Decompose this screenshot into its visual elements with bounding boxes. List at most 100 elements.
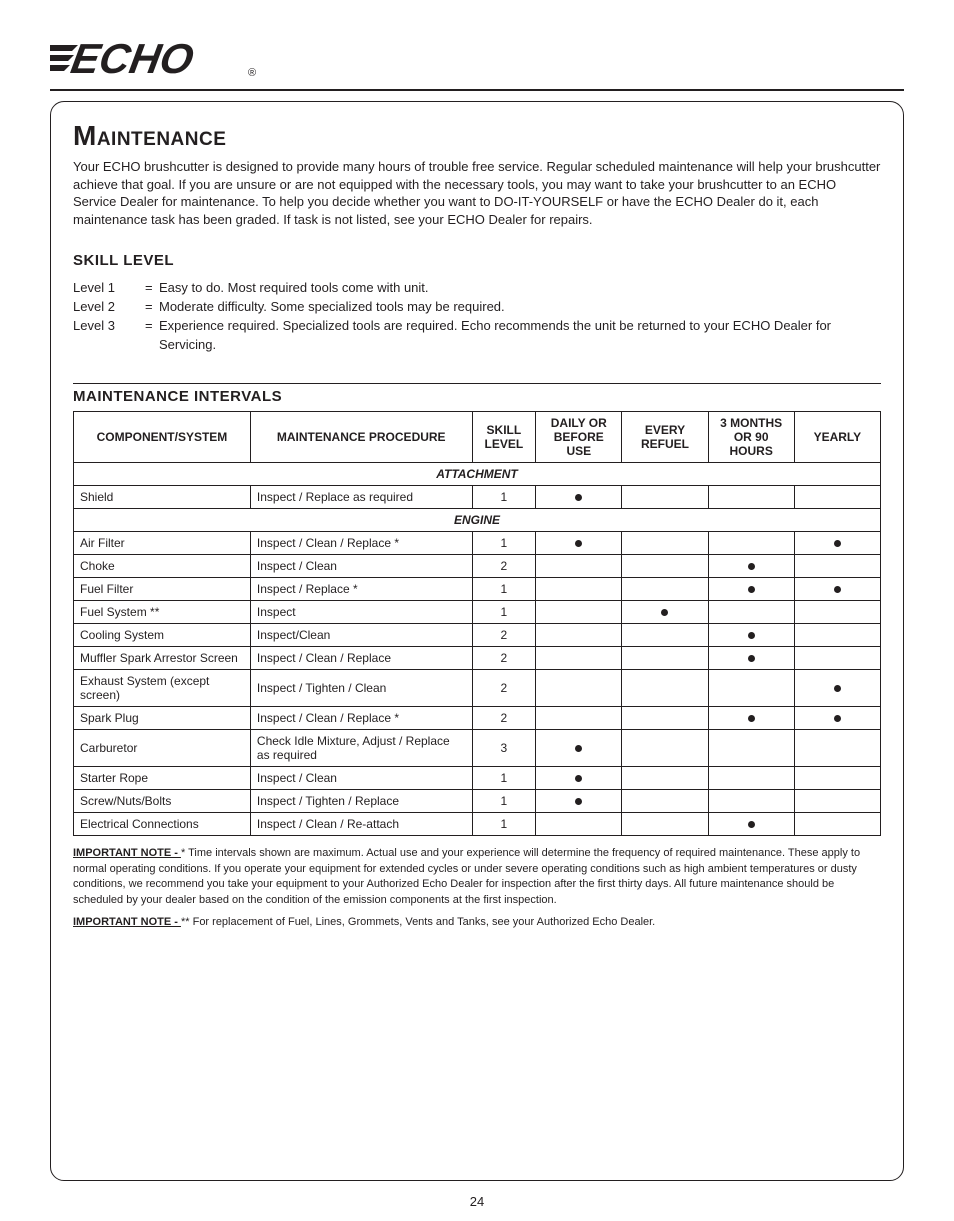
cell-interval-daily (536, 706, 622, 729)
table-row: Exhaust System (except screen)Inspect / … (74, 669, 881, 706)
cell-interval-three_mo (708, 600, 794, 623)
dot-icon (575, 494, 582, 501)
cell-interval-yearly (794, 531, 880, 554)
cell-skill: 2 (472, 669, 536, 706)
table-row: Spark PlugInspect / Clean / Replace *2 (74, 706, 881, 729)
cell-procedure: Inspect / Clean / Replace * (250, 531, 472, 554)
cell-component: Cooling System (74, 623, 251, 646)
dot-icon (575, 745, 582, 752)
cell-skill: 1 (472, 812, 536, 835)
cell-interval-daily (536, 623, 622, 646)
dot-icon (575, 775, 582, 782)
cell-component: Starter Rope (74, 766, 251, 789)
cell-skill: 2 (472, 706, 536, 729)
cell-interval-yearly (794, 706, 880, 729)
table-row: Fuel System **Inspect1 (74, 600, 881, 623)
page: ECHO ® MAINTENANCE Your ECHO brushcutter… (0, 0, 954, 1221)
dot-icon (834, 685, 841, 692)
cell-interval-three_mo (708, 812, 794, 835)
table-row: Fuel FilterInspect / Replace *1 (74, 577, 881, 600)
cell-interval-yearly (794, 766, 880, 789)
section-title-maintenance: MAINTENANCE (73, 120, 881, 152)
cell-interval-three_mo (708, 485, 794, 508)
title-rest: AINTENANCE (97, 129, 227, 150)
col-skill-header: SKILL LEVEL (472, 411, 536, 462)
table-group-row: ATTACHMENT (74, 462, 881, 485)
cell-interval-daily (536, 669, 622, 706)
cell-skill: 1 (472, 577, 536, 600)
cell-interval-refuel (622, 812, 708, 835)
cell-skill: 1 (472, 789, 536, 812)
dot-icon (834, 586, 841, 593)
page-number: 24 (0, 1194, 954, 1209)
cell-interval-refuel (622, 766, 708, 789)
cell-procedure: Inspect / Clean / Re-attach (250, 812, 472, 835)
skill-label: Level 3 (73, 317, 145, 355)
cell-interval-three_mo (708, 729, 794, 766)
cell-interval-refuel (622, 706, 708, 729)
cell-interval-yearly (794, 789, 880, 812)
col-3mo-header: 3 MONTHS OR 90 HOURS (708, 411, 794, 462)
cell-procedure: Inspect / Clean (250, 766, 472, 789)
cell-procedure: Inspect / Replace as required (250, 485, 472, 508)
note-2: IMPORTANT NOTE - ** For replacement of F… (73, 915, 881, 931)
cell-interval-yearly (794, 729, 880, 766)
skill-label: Level 2 (73, 298, 145, 317)
cell-interval-three_mo (708, 789, 794, 812)
skill-row: Level 1 = Easy to do. Most required tool… (73, 279, 881, 298)
table-row: ChokeInspect / Clean2 (74, 554, 881, 577)
cell-interval-refuel (622, 485, 708, 508)
skill-sep: = (145, 317, 159, 355)
table-row: Screw/Nuts/BoltsInspect / Tighten / Repl… (74, 789, 881, 812)
skill-label: Level 1 (73, 279, 145, 298)
cell-interval-daily (536, 729, 622, 766)
table-header-row: COMPONENT/SYSTEM MAINTENANCE PROCEDURE S… (74, 411, 881, 462)
cell-interval-yearly (794, 623, 880, 646)
dot-icon (575, 798, 582, 805)
cell-interval-yearly (794, 646, 880, 669)
cell-component: Air Filter (74, 531, 251, 554)
dot-icon (748, 586, 755, 593)
skill-desc: Easy to do. Most required tools come wit… (159, 279, 881, 298)
cell-interval-yearly (794, 600, 880, 623)
skill-sep: = (145, 279, 159, 298)
note-2-label: ** (181, 916, 190, 928)
col-component-header: COMPONENT/SYSTEM (74, 411, 251, 462)
intervals-heading: MAINTENANCE INTERVALS (73, 383, 881, 405)
table-row: Starter RopeInspect / Clean1 (74, 766, 881, 789)
cell-interval-daily (536, 766, 622, 789)
cell-skill: 1 (472, 531, 536, 554)
cell-interval-yearly (794, 577, 880, 600)
cell-interval-refuel (622, 577, 708, 600)
note-2-text: For replacement of Fuel, Lines, Grommets… (193, 916, 656, 928)
cell-procedure: Inspect / Clean / Replace (250, 646, 472, 669)
cell-procedure: Inspect / Tighten / Replace (250, 789, 472, 812)
cell-component: Fuel Filter (74, 577, 251, 600)
cell-interval-yearly (794, 554, 880, 577)
cell-interval-daily (536, 485, 622, 508)
notes-block: IMPORTANT NOTE - * Time intervals shown … (73, 846, 881, 932)
cell-interval-three_mo (708, 646, 794, 669)
skill-row: Level 3 = Experience required. Specializ… (73, 317, 881, 355)
cell-interval-three_mo (708, 623, 794, 646)
table-row: CarburetorCheck Idle Mixture, Adjust / R… (74, 729, 881, 766)
cell-interval-daily (536, 812, 622, 835)
cell-procedure: Inspect/Clean (250, 623, 472, 646)
cell-interval-refuel (622, 531, 708, 554)
cell-interval-daily (536, 554, 622, 577)
skill-desc: Moderate difficulty. Some specialized to… (159, 298, 881, 317)
cell-procedure: Inspect / Clean / Replace * (250, 706, 472, 729)
cell-interval-three_mo (708, 531, 794, 554)
dot-icon (748, 563, 755, 570)
cell-interval-three_mo (708, 577, 794, 600)
cell-interval-refuel (622, 600, 708, 623)
maintenance-table: COMPONENT/SYSTEM MAINTENANCE PROCEDURE S… (73, 411, 881, 836)
cell-skill: 2 (472, 646, 536, 669)
table-row: Muffler Spark Arrestor ScreenInspect / C… (74, 646, 881, 669)
skill-level-heading: SKILL LEVEL (73, 252, 881, 269)
cell-component: Shield (74, 485, 251, 508)
echo-logo: ECHO ® (50, 35, 258, 83)
note-heading: IMPORTANT NOTE - (73, 916, 181, 928)
note-1-text: Time intervals shown are maximum. Actual… (73, 847, 860, 907)
cell-interval-refuel (622, 554, 708, 577)
